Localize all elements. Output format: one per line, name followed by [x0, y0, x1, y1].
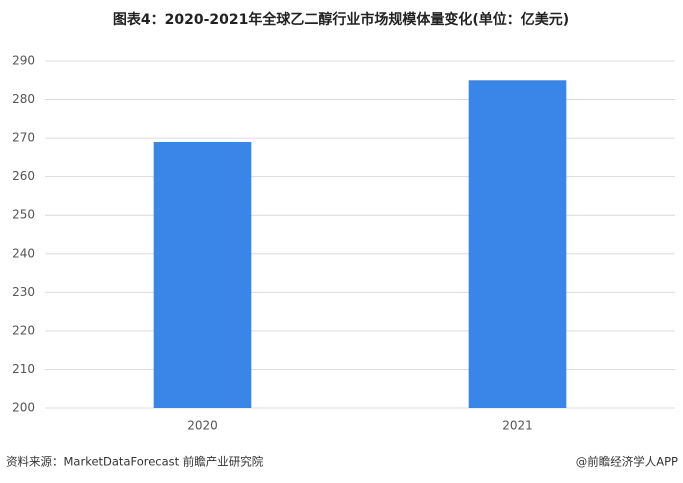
y-tick-label: 280: [12, 92, 35, 106]
bar: [153, 141, 252, 408]
x-tick-label: 2020: [187, 419, 218, 433]
y-tick-label: 260: [12, 169, 35, 183]
y-tick-label: 270: [12, 131, 35, 145]
y-tick-label: 200: [12, 401, 35, 415]
bar: [468, 80, 567, 409]
y-tick-label: 290: [12, 54, 35, 68]
chart-title: 图表4：2020-2021年全球乙二醇行业市场规模体量变化(单位：亿美元): [113, 11, 569, 28]
y-tick-label: 220: [12, 323, 35, 337]
source: 资料来源：MarketDataForecast 前瞻产业研究院: [6, 455, 264, 469]
y-tick-label: 250: [12, 208, 35, 222]
x-tick-label: 2021: [502, 419, 533, 433]
footer: @前瞻经济学人APP: [576, 455, 678, 469]
y-tick-label: 240: [12, 246, 35, 260]
y-tick-label: 230: [12, 285, 35, 299]
y-tick-label: 210: [12, 362, 35, 376]
